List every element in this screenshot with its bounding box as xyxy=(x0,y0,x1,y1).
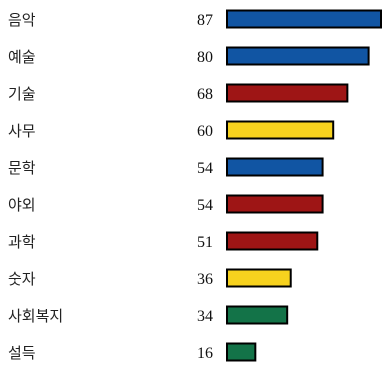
value-label: 54 xyxy=(197,197,213,214)
category-label: 문학 xyxy=(8,159,36,177)
value-label: 16 xyxy=(197,345,213,362)
category-label: 기술 xyxy=(8,85,36,103)
value-label: 68 xyxy=(197,86,213,103)
category-label: 과학 xyxy=(8,233,36,251)
category-label: 음악 xyxy=(8,11,36,29)
category-label: 숫자 xyxy=(8,270,36,288)
bar xyxy=(226,9,382,29)
value-label: 80 xyxy=(197,49,213,66)
bar xyxy=(226,194,324,214)
category-label: 사무 xyxy=(8,122,36,140)
value-label: 60 xyxy=(197,123,213,140)
value-label: 87 xyxy=(197,12,213,29)
category-label: 야외 xyxy=(8,196,36,214)
category-label: 설득 xyxy=(8,344,36,362)
bar xyxy=(226,342,257,362)
bar xyxy=(226,157,324,177)
value-label: 36 xyxy=(197,271,213,288)
bar xyxy=(226,231,319,251)
category-label: 사회복지 xyxy=(8,307,63,325)
bar xyxy=(226,305,289,325)
bar xyxy=(226,46,370,66)
bar xyxy=(226,120,335,140)
value-label: 51 xyxy=(197,234,213,251)
bar xyxy=(226,83,349,103)
value-label: 54 xyxy=(197,160,213,177)
value-label: 34 xyxy=(197,308,213,325)
category-label: 예술 xyxy=(8,48,36,66)
bar xyxy=(226,268,292,288)
